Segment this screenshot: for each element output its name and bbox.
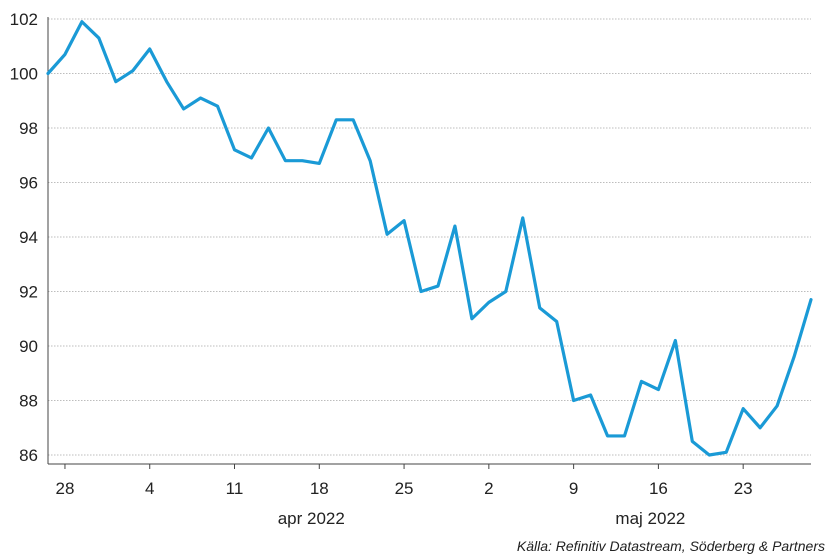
series-line: [46, 20, 813, 457]
data-point: [419, 290, 422, 293]
y-tick-label: 102: [10, 10, 38, 29]
x-tick-label: 2: [484, 479, 493, 498]
data-point: [640, 380, 643, 383]
data-point: [436, 284, 439, 287]
data-point: [369, 159, 372, 162]
y-tick-label: 88: [19, 392, 38, 411]
month-label: maj 2022: [615, 509, 685, 528]
data-point: [386, 233, 389, 236]
series-group: [46, 20, 813, 457]
y-tick-label: 100: [10, 65, 38, 84]
data-point: [80, 20, 83, 23]
data-point: [114, 80, 117, 83]
data-point: [775, 404, 778, 407]
data-point: [318, 162, 321, 165]
data-point: [165, 80, 168, 83]
data-point: [335, 118, 338, 121]
data-point: [691, 440, 694, 443]
data-point: [555, 320, 558, 323]
data-point: [97, 36, 100, 39]
data-point: [674, 339, 677, 342]
y-tick-label: 94: [19, 228, 38, 247]
data-point: [725, 451, 728, 454]
data-point: [742, 407, 745, 410]
y-tick-label: 86: [19, 446, 38, 465]
data-point: [233, 148, 236, 151]
y-tick-label: 98: [19, 119, 38, 138]
x-tick-label: 9: [569, 479, 578, 498]
y-tick-label: 92: [19, 283, 38, 302]
x-tick-label: 4: [145, 479, 154, 498]
data-point: [572, 399, 575, 402]
y-tick-label: 90: [19, 337, 38, 356]
x-tick-label: 11: [226, 479, 244, 498]
data-point: [148, 47, 151, 50]
data-point: [250, 156, 253, 159]
data-point: [46, 72, 49, 75]
data-point: [623, 434, 626, 437]
data-point: [504, 290, 507, 293]
source-note: Källa: Refinitiv Datastream, Söderberg &…: [516, 538, 825, 554]
data-point: [352, 118, 355, 121]
x-tick-label: 18: [310, 479, 329, 498]
data-point: [487, 301, 490, 304]
data-point: [470, 317, 473, 320]
axes: [47, 17, 811, 465]
x-axis-tick-labels: 28 4 11 18 25 2 9 16 23: [55, 464, 753, 498]
data-point: [521, 216, 524, 219]
data-point: [792, 355, 795, 358]
data-point: [199, 96, 202, 99]
data-point: [131, 69, 134, 72]
data-point: [182, 107, 185, 110]
data-point: [589, 393, 592, 396]
data-point: [809, 298, 812, 301]
data-point: [402, 219, 405, 222]
x-tick-label: 28: [55, 479, 74, 498]
data-point: [759, 426, 762, 429]
data-point: [606, 434, 609, 437]
data-point: [267, 126, 270, 129]
data-point: [657, 388, 660, 391]
data-point: [63, 53, 66, 56]
x-axis-month-labels: apr 2022 maj 2022: [278, 509, 686, 528]
data-point: [538, 306, 541, 309]
x-tick-label: 23: [734, 479, 753, 498]
x-tick-label: 16: [649, 479, 668, 498]
month-label: apr 2022: [278, 509, 345, 528]
y-axis-tick-labels: 86 88 90 92 94 96 98 100 102: [10, 10, 38, 465]
data-point: [284, 159, 287, 162]
data-point: [216, 105, 219, 108]
y-tick-label: 96: [19, 174, 38, 193]
gridlines: [48, 18, 811, 456]
data-point: [301, 159, 304, 162]
data-point: [708, 453, 711, 456]
x-tick-label: 25: [395, 479, 414, 498]
data-point: [453, 225, 456, 228]
